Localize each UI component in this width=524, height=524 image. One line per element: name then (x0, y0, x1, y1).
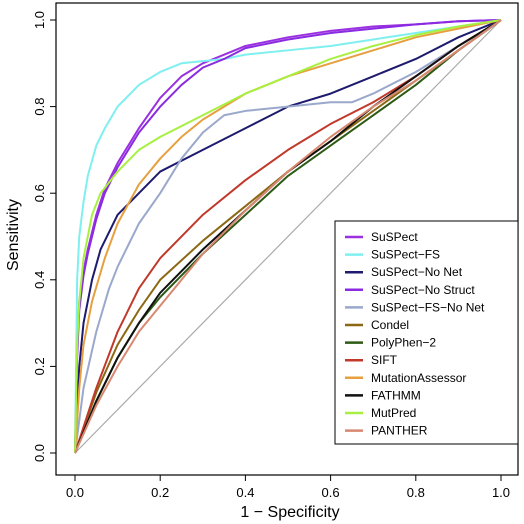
series-line-11 (74, 19, 502, 454)
y-tick-label-1: 0.2 (32, 357, 47, 375)
x-tick-label-4: 0.8 (407, 485, 425, 500)
legend-label-0: SuSPect (371, 230, 418, 244)
series-line-4 (74, 19, 502, 454)
y-tick-label-3: 0.6 (32, 184, 47, 202)
x-tick-label-1: 0.2 (151, 485, 169, 500)
x-axis-title: 1 − Specificity (240, 504, 339, 521)
legend-label-6: PolyPhen−2 (371, 336, 436, 350)
series-layer (74, 19, 502, 454)
series-line-1 (74, 19, 502, 454)
x-tick-label-3: 0.6 (322, 485, 340, 500)
legend-label-2: SuSPect−No Net (371, 265, 463, 279)
x-tick-label-0: 0.0 (66, 485, 84, 500)
y-tick-label-0: 0.0 (32, 444, 47, 462)
legend-label-9: FATHMM (371, 388, 421, 402)
series-line-2 (74, 19, 502, 454)
series-line-10 (74, 19, 502, 454)
legend-label-3: SuSPect−No Struct (371, 283, 475, 297)
legend-label-5: Condel (371, 318, 409, 332)
series-line-3 (74, 19, 502, 454)
legend-label-1: SuSPect−FS (371, 248, 440, 262)
legend-label-8: MutationAssessor (371, 371, 466, 385)
legend-box (334, 220, 519, 445)
legend-label-11: PANTHER (371, 424, 428, 438)
y-tick-label-5: 1.0 (32, 11, 47, 29)
x-tick-label-2: 0.4 (236, 485, 254, 500)
legend-label-10: MutPred (371, 406, 416, 420)
x-tick-label-5: 1.0 (492, 485, 510, 500)
y-tick-label-2: 0.4 (32, 271, 47, 289)
y-axis-title: Sensitivity (5, 199, 22, 271)
diagonal-reference-line (74, 19, 502, 454)
legend-label-4: SuSPect−FS−No Net (371, 300, 485, 314)
legend: SuSPect SuSPect−FS SuSPect−No Net SuSPect−N… (334, 220, 519, 445)
y-tick-label-4: 0.8 (32, 98, 47, 116)
legend-label-7: SIFT (371, 353, 398, 367)
series-line-8 (74, 19, 502, 454)
